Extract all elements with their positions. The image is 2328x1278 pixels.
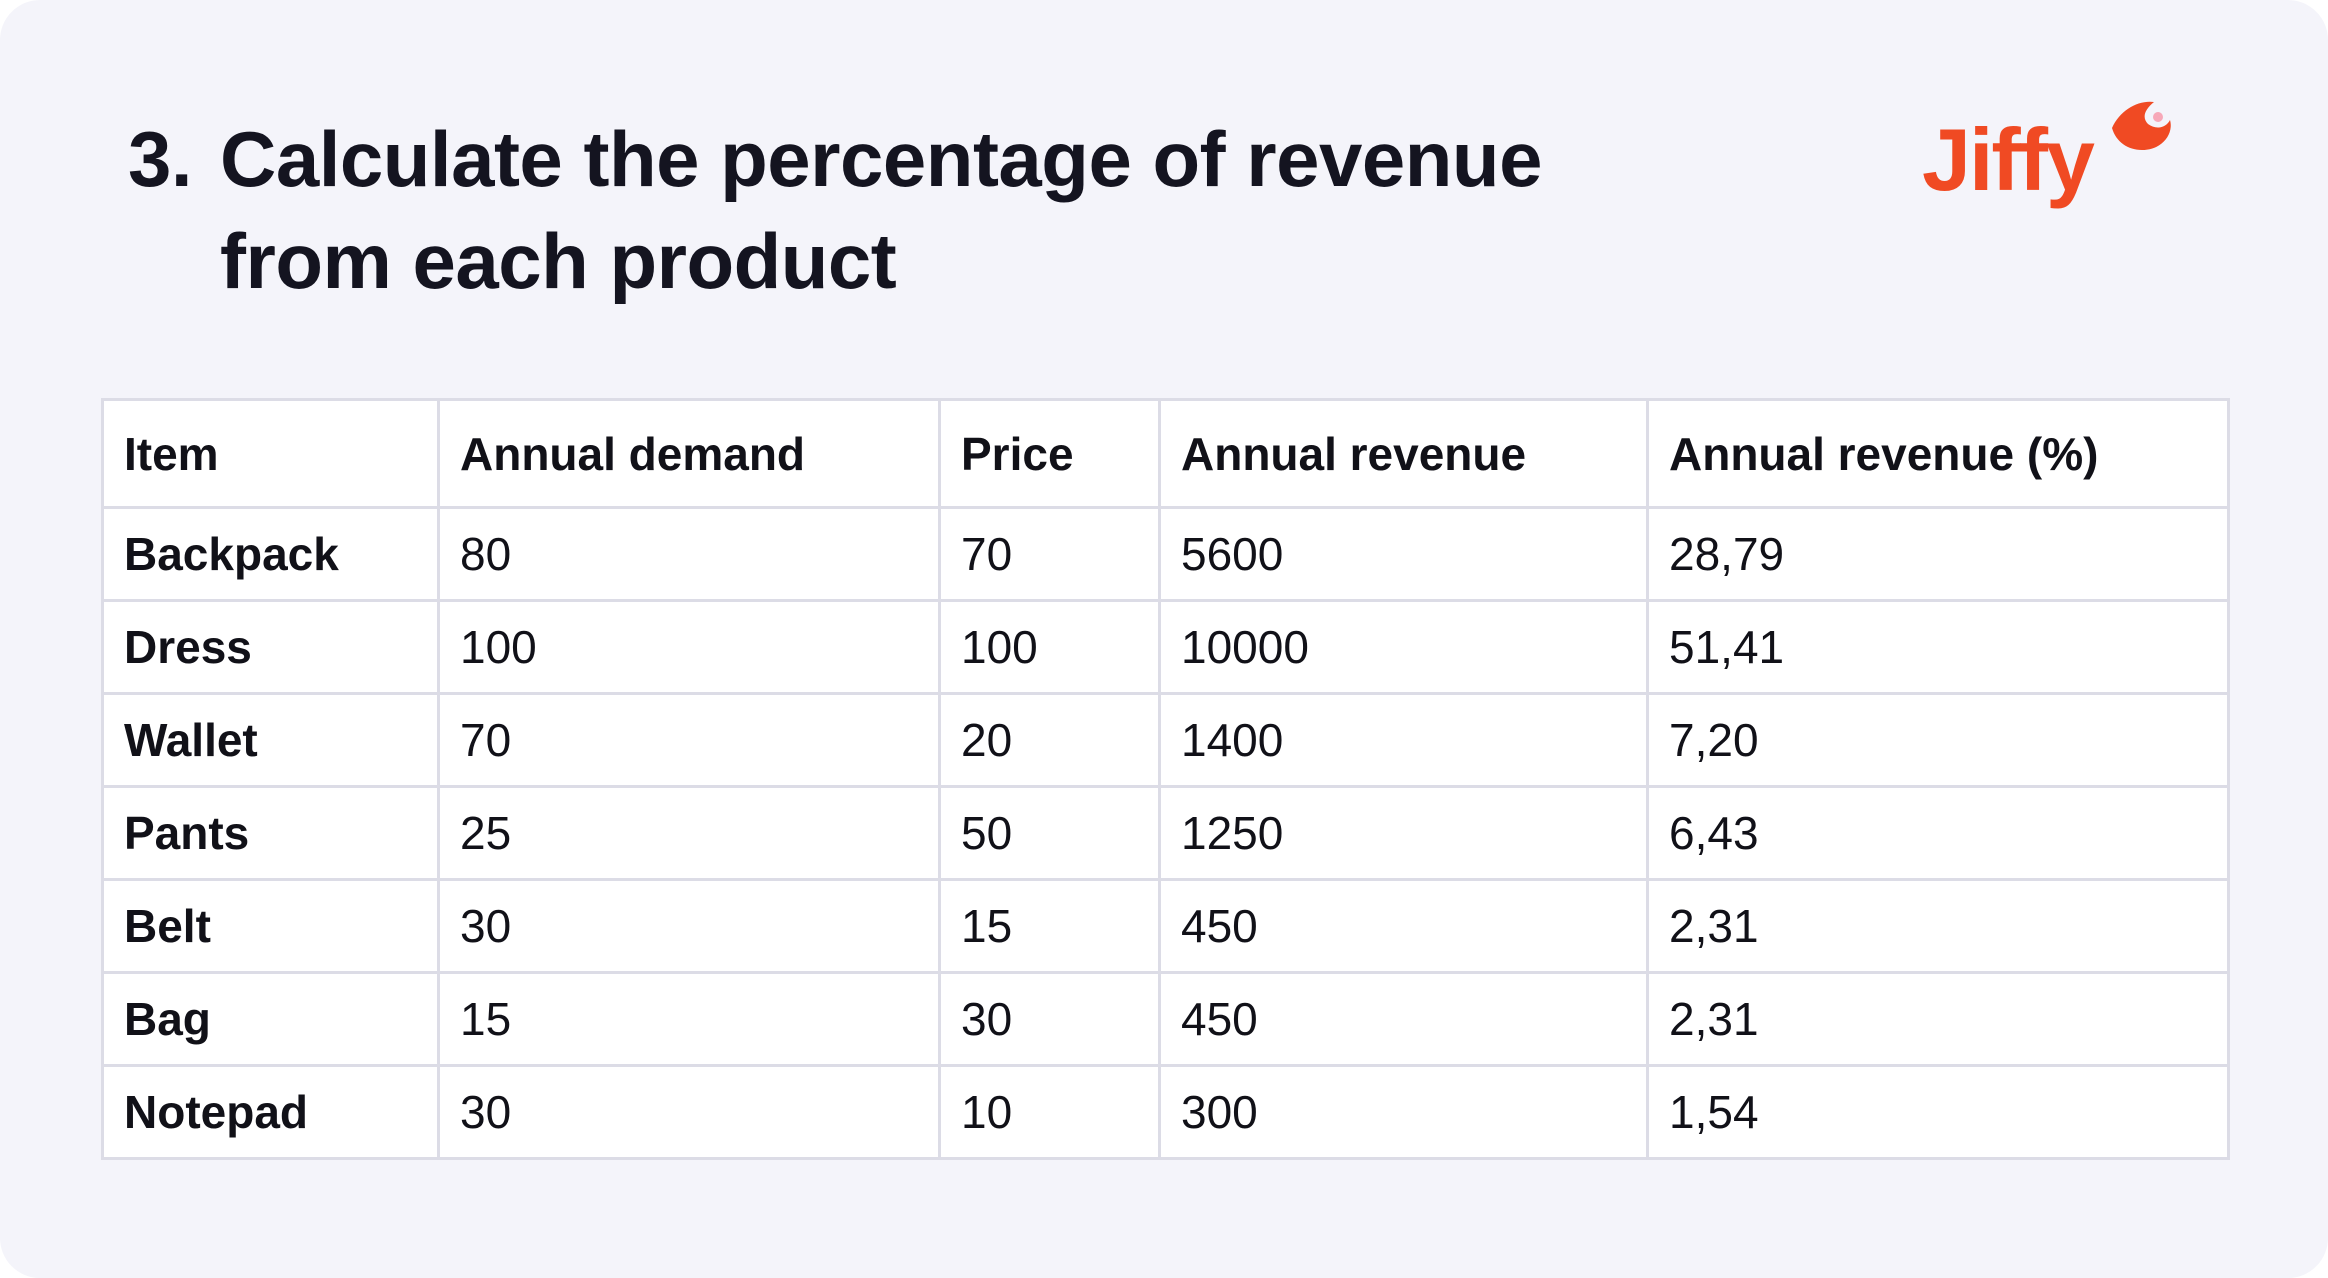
header-annual-revenue: Annual revenue — [1158, 398, 1649, 509]
cell-item: Notepad — [101, 1064, 440, 1160]
cell-price: 20 — [938, 692, 1161, 788]
cell-annual-demand: 30 — [437, 878, 941, 974]
title-text: Calculate the percentage of revenue from… — [220, 115, 1542, 305]
cell-annual-demand: 30 — [437, 1064, 941, 1160]
cell-annual-revenue-percent: 1,54 — [1646, 1064, 2230, 1160]
cell-annual-revenue: 10000 — [1158, 599, 1649, 695]
cell-annual-demand: 80 — [437, 506, 941, 602]
cell-price: 100 — [938, 599, 1161, 695]
cell-annual-revenue-percent: 2,31 — [1646, 878, 2230, 974]
cell-annual-revenue-percent: 28,79 — [1646, 506, 2230, 602]
cell-price: 50 — [938, 785, 1161, 881]
cell-item: Wallet — [101, 692, 440, 788]
table-row: Backpack 80 70 5600 28,79 — [101, 506, 2230, 602]
cell-item: Dress — [101, 599, 440, 695]
cell-item: Bag — [101, 971, 440, 1067]
jiffy-logo: Jiffy — [1922, 101, 2171, 209]
cell-item: Belt — [101, 878, 440, 974]
table-row: Belt 30 15 450 2,31 — [101, 878, 2230, 974]
cell-annual-revenue: 1250 — [1158, 785, 1649, 881]
table-row: Dress 100 100 10000 51,41 — [101, 599, 2230, 695]
revenue-table: Item Annual demand Price Annual revenue … — [101, 398, 2230, 1160]
cell-annual-demand: 25 — [437, 785, 941, 881]
cell-price: 15 — [938, 878, 1161, 974]
cell-annual-revenue: 1400 — [1158, 692, 1649, 788]
cell-annual-revenue: 300 — [1158, 1064, 1649, 1160]
header-item: Item — [101, 398, 440, 509]
table-row: Pants 25 50 1250 6,43 — [101, 785, 2230, 881]
table-row: Wallet 70 20 1400 7,20 — [101, 692, 2230, 788]
cell-annual-revenue: 450 — [1158, 878, 1649, 974]
cell-item: Backpack — [101, 506, 440, 602]
jiffy-logo-text: Jiffy — [1922, 110, 2095, 209]
header-annual-demand: Annual demand — [437, 398, 941, 509]
cell-price: 10 — [938, 1064, 1161, 1160]
table-row: Bag 15 30 450 2,31 — [101, 971, 2230, 1067]
cell-annual-revenue-percent: 2,31 — [1646, 971, 2230, 1067]
table-header-row: Item Annual demand Price Annual revenue … — [101, 398, 2230, 509]
page-title: 3. Calculate the percentage of revenue f… — [128, 108, 1728, 312]
cell-price: 70 — [938, 506, 1161, 602]
cell-price: 30 — [938, 971, 1161, 1067]
cell-annual-demand: 15 — [437, 971, 941, 1067]
cell-annual-revenue-percent: 6,43 — [1646, 785, 2230, 881]
cell-annual-revenue-percent: 51,41 — [1646, 599, 2230, 695]
cell-item: Pants — [101, 785, 440, 881]
cell-annual-revenue: 5600 — [1158, 506, 1649, 602]
header-annual-revenue-percent: Annual revenue (%) — [1646, 398, 2230, 509]
cell-annual-demand: 100 — [437, 599, 941, 695]
cell-annual-revenue-percent: 7,20 — [1646, 692, 2230, 788]
cell-annual-demand: 70 — [437, 692, 941, 788]
table-row: Notepad 30 10 300 1,54 — [101, 1064, 2230, 1160]
cell-annual-revenue: 450 — [1158, 971, 1649, 1067]
header-price: Price — [938, 398, 1161, 509]
step-number: 3. — [128, 115, 193, 203]
bird-icon — [2112, 101, 2171, 150]
